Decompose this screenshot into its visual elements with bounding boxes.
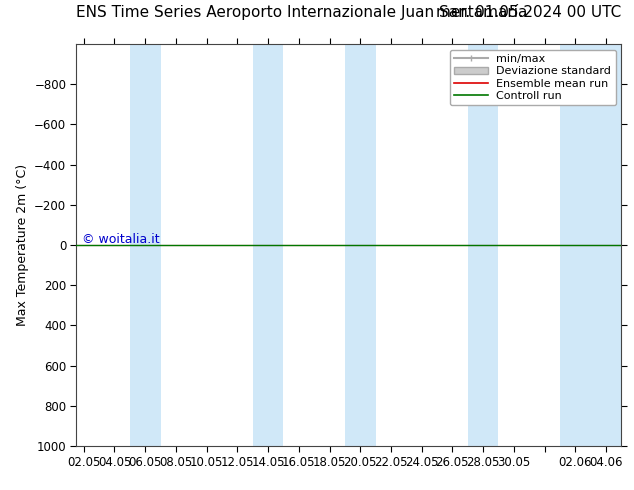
Text: ENS Time Series Aeroporto Internazionale Juan Santamaría: ENS Time Series Aeroporto Internazionale…	[76, 3, 527, 20]
Bar	[560, 44, 621, 446]
Text: © woitalia.it: © woitalia.it	[82, 233, 159, 246]
Y-axis label: Max Temperature 2m (°C): Max Temperature 2m (°C)	[16, 164, 29, 326]
Bar	[130, 44, 160, 446]
Bar	[345, 44, 375, 446]
Legend: min/max, Deviazione standard, Ensemble mean run, Controll run: min/max, Deviazione standard, Ensemble m…	[450, 49, 616, 105]
Text: mer. 01.05.2024 00 UTC: mer. 01.05.2024 00 UTC	[436, 4, 621, 20]
Bar	[253, 44, 283, 446]
Bar	[468, 44, 498, 446]
